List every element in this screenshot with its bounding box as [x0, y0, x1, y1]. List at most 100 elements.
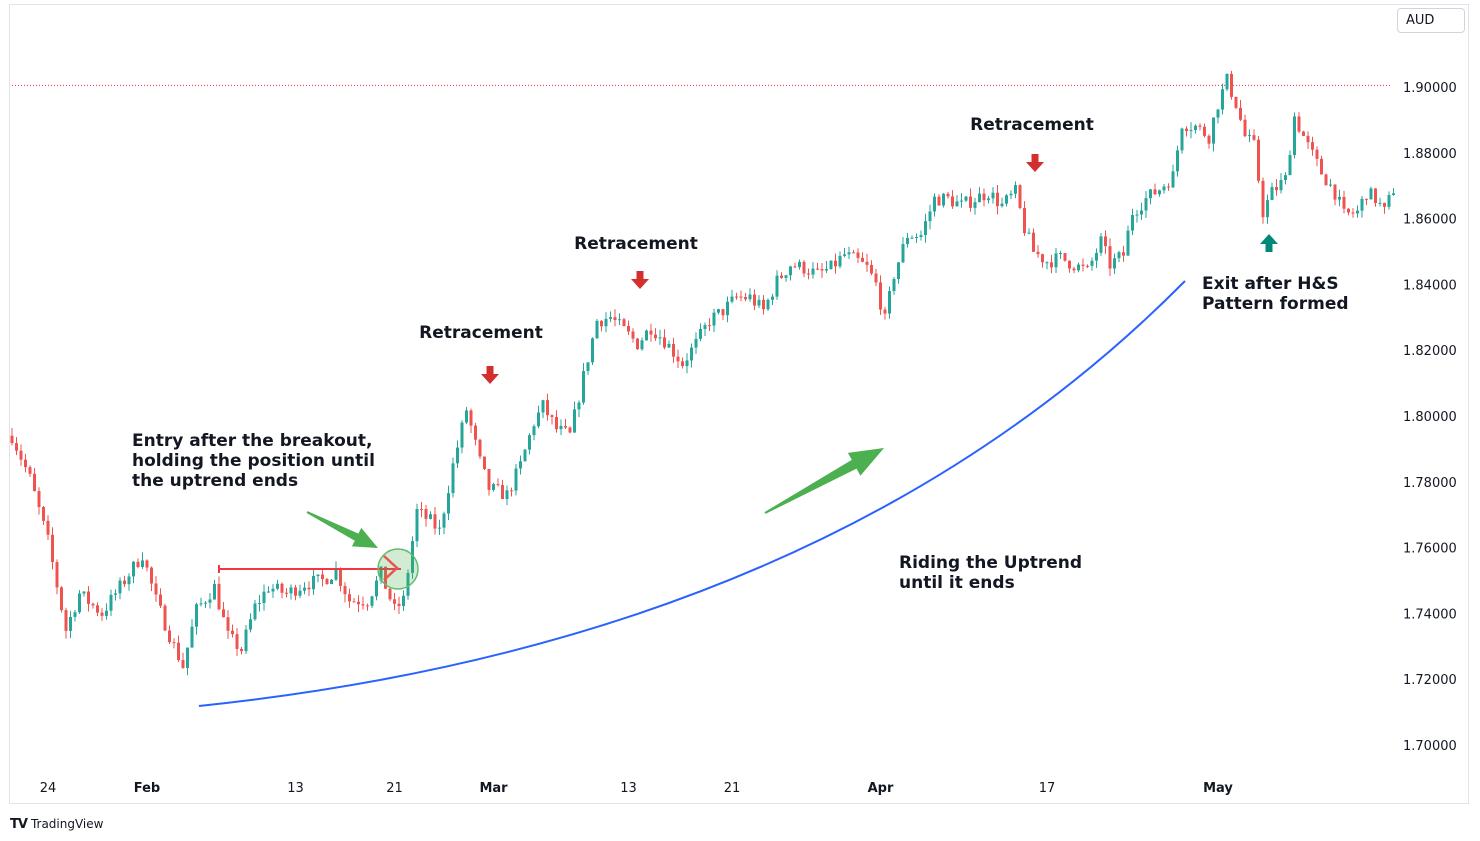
candle-body [1113, 258, 1116, 269]
candle [1212, 117, 1215, 152]
candle-body [798, 261, 801, 268]
candle-body [766, 299, 770, 310]
candle [226, 610, 230, 639]
candle [10, 428, 14, 446]
candle-body [109, 594, 113, 611]
candle [609, 311, 612, 323]
candle-body [199, 603, 203, 605]
candle-body [654, 334, 657, 339]
candle [807, 268, 810, 280]
candle [1189, 122, 1193, 139]
candle [361, 596, 365, 610]
candle-body [514, 468, 518, 491]
candle [483, 456, 486, 471]
candle-body [1045, 262, 1049, 264]
candle [1009, 190, 1013, 200]
candle-body [573, 409, 576, 433]
candle [906, 232, 909, 248]
candle-body [1378, 202, 1382, 204]
candle-body [919, 234, 923, 237]
price-axis[interactable]: 1.70000 1.72000 1.74000 1.76000 1.78000 1.800… [1403, 81, 1457, 754]
candle [627, 320, 630, 336]
candle [208, 593, 212, 609]
candle [1293, 112, 1296, 159]
candle [586, 362, 590, 375]
candle-body [942, 193, 945, 206]
candle [1203, 123, 1206, 138]
candle [388, 587, 392, 602]
uptrend-arrow-icon [764, 448, 884, 514]
candle [784, 274, 788, 282]
candle [973, 197, 977, 215]
candle-body [681, 361, 684, 367]
candle [951, 190, 954, 209]
candle [681, 357, 684, 369]
candle [780, 272, 783, 279]
candle-body [451, 463, 455, 494]
candle [523, 448, 527, 462]
candle [1081, 258, 1085, 272]
candle [955, 195, 959, 207]
candle-body [136, 561, 140, 568]
currency-badge[interactable]: AUD [1397, 8, 1465, 33]
candle-body [357, 601, 360, 605]
candle-body [1014, 185, 1017, 194]
candle [919, 230, 923, 241]
candle-body [816, 268, 819, 270]
candle [78, 590, 81, 614]
candle-body [748, 294, 752, 300]
candle [73, 610, 77, 622]
candle-body [1072, 268, 1076, 271]
candle-body [541, 400, 545, 413]
candle [546, 393, 549, 421]
candle [658, 329, 662, 345]
candle [1225, 73, 1229, 92]
candle-body [852, 252, 855, 254]
candle [321, 568, 324, 587]
candle [375, 575, 378, 601]
candle-body [150, 567, 153, 584]
candle-body [1374, 188, 1377, 204]
candle [870, 260, 873, 276]
candle-body [933, 196, 936, 212]
candle-body [1369, 188, 1373, 200]
candle-body [420, 508, 423, 510]
candle-body [1009, 193, 1013, 196]
candle [1311, 136, 1314, 156]
candle [1162, 183, 1166, 194]
candle [433, 506, 437, 535]
retracement-marker-3-icon [1026, 154, 1044, 172]
candle [1387, 191, 1391, 210]
candle-body [1351, 212, 1355, 214]
candle [456, 440, 459, 468]
candle-body [1149, 189, 1152, 199]
candle [285, 588, 288, 598]
candle [865, 253, 869, 272]
candle [37, 487, 41, 515]
candle-body [1027, 232, 1031, 234]
candle [316, 574, 320, 583]
candle-body [253, 603, 257, 620]
time-axis[interactable]: 24 Feb 13 21 Mar 13 21 Apr 17 May [40, 781, 1234, 796]
time-tick-label: 21 [386, 781, 403, 796]
candle [451, 457, 455, 498]
candle-body [330, 579, 333, 585]
candle-body [874, 273, 878, 283]
time-tick-label: 24 [40, 781, 57, 796]
time-tick-label: 21 [724, 781, 741, 796]
candle-body [96, 605, 99, 613]
candle-body [744, 296, 747, 300]
candle-body [807, 273, 810, 275]
candle-body [172, 642, 176, 644]
candle-body [802, 261, 806, 274]
candle [1360, 195, 1364, 218]
tradingview-branding[interactable]: TV TradingView [10, 815, 103, 833]
candle-body [735, 296, 738, 298]
candle [370, 595, 374, 609]
candle-body [784, 275, 788, 278]
candle-body [501, 485, 504, 499]
candle [933, 193, 936, 217]
candle-body [307, 587, 311, 590]
candle [1324, 173, 1328, 186]
